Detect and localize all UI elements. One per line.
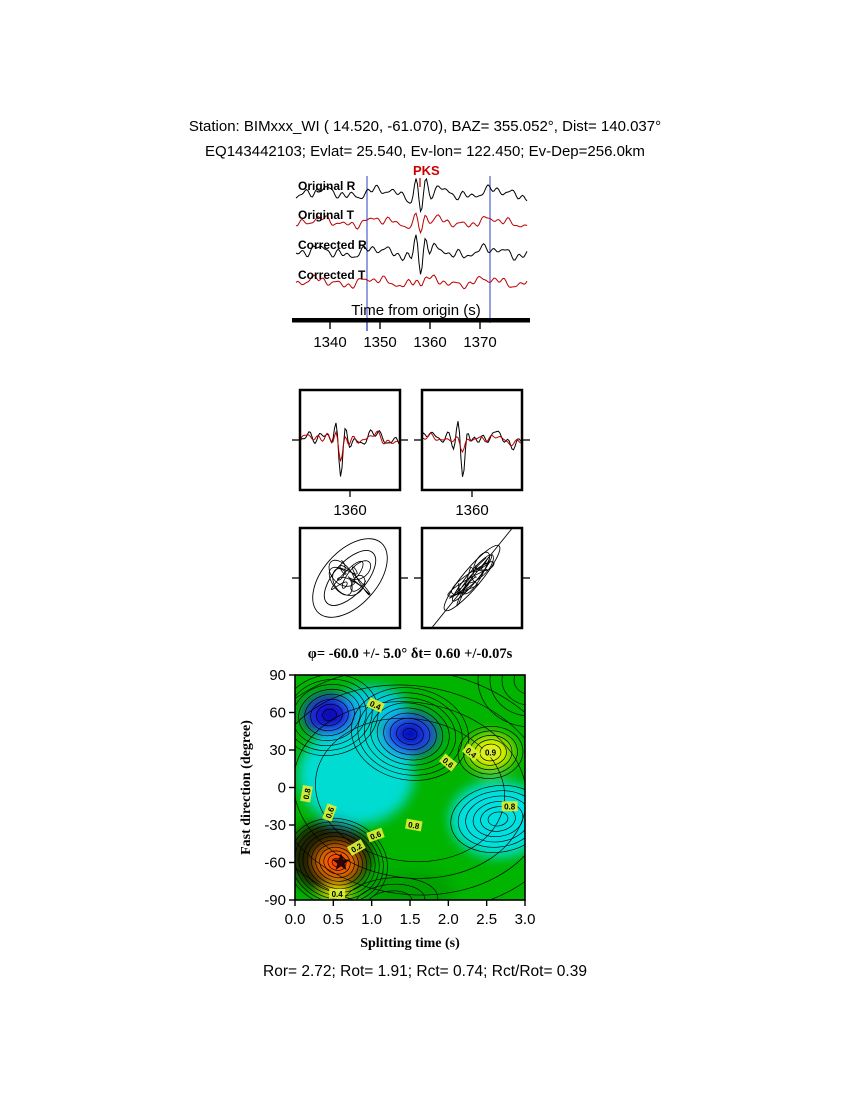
phase-pick-label: PKS: [413, 163, 440, 178]
traces-xaxis-label: Time from origin (s): [351, 302, 480, 319]
traces-xtick-label: 1340: [313, 334, 346, 351]
contour-ytick-label: -60: [264, 855, 286, 872]
svg-text:0.4: 0.4: [368, 699, 382, 712]
best-solution-star: [332, 853, 350, 870]
traces-xtick-label: 1370: [463, 334, 496, 351]
svg-text:0.6: 0.6: [369, 829, 383, 841]
contour-xtick-label: 0.0: [285, 911, 306, 928]
contour-xaxis-label: Splitting time (s): [360, 936, 460, 951]
contour-ytick-label: -30: [264, 817, 286, 834]
contour-label: 0.8: [405, 818, 423, 832]
svg-text:0.4: 0.4: [332, 890, 344, 899]
contour-label: 0.8: [300, 785, 313, 803]
trace-label-0: Original R: [298, 179, 356, 193]
contour-ytick-label: 0: [278, 780, 286, 797]
trace-waveform-1: [295, 212, 528, 235]
contour-ytick-label: 30: [269, 742, 286, 759]
contour-xtick-label: 1.0: [361, 911, 382, 928]
zoom-waveforms-0: [301, 422, 399, 477]
event-subtitle: EQ143442103; Evlat= 25.540, Ev-lon= 122.…: [205, 143, 645, 160]
zoom-xtick-label: 1360: [333, 502, 366, 519]
time-axis-bar: [292, 318, 530, 323]
svg-text:0.8: 0.8: [504, 802, 516, 811]
contour-xtick-label: 0.5: [323, 911, 344, 928]
zoom-and-particle-motion-panels: 1360 1360: [292, 388, 530, 630]
trace-label-2: Corrected R: [298, 238, 367, 252]
contour-label: 0.4: [366, 697, 385, 713]
splitting-result-title: φ= -60.0 +/- 5.0° δt= 0.60 +/-0.07s: [307, 646, 513, 662]
contour-field: 0.80.60.60.80.60.4 0.90.80.40.20.4: [295, 675, 525, 900]
traces-xtick-label: 1360: [413, 334, 446, 351]
contour-xtick-label: 2.0: [438, 911, 459, 928]
contour-lines: [295, 675, 525, 900]
contour-label: 0.6: [322, 803, 337, 822]
waveform-traces-plot: Original R Original T Corrected R Corrected…: [292, 163, 530, 351]
contour-xtick-label: 1.5: [400, 911, 421, 928]
trace-waveform-0: [295, 177, 528, 214]
contour-xtick-label: 3.0: [515, 911, 536, 928]
contour-label: 0.8: [501, 801, 518, 811]
contour-ytick-label: 60: [269, 705, 286, 722]
trace-label-3: Corrected T: [298, 268, 366, 282]
contour-yaxis-label: Fast direction (degree): [239, 720, 254, 855]
contour-ytick-label: 90: [269, 667, 286, 684]
trace-waveform-3: [295, 274, 528, 290]
zoom-xtick-label: 1360: [455, 502, 488, 519]
particle-motion-corrected: [431, 529, 513, 627]
zoom-waveforms-1: [423, 421, 521, 477]
particle-motion-original: [312, 538, 388, 618]
svg-text:0.8: 0.8: [407, 820, 420, 831]
traces-xtick-label: 1350: [363, 334, 396, 351]
contour-label: 0.9: [482, 747, 499, 758]
misfit-contour-plot: 0.80.60.60.80.60.4 0.90.80.40.20.49060300…: [239, 667, 536, 951]
contour-label: 0.6: [366, 827, 385, 843]
contour-label: 0.4: [329, 888, 346, 899]
svg-text:0.6: 0.6: [324, 805, 336, 819]
contour-xtick-label: 2.5: [476, 911, 497, 928]
contour-ytick-label: -90: [264, 892, 286, 909]
svg-text:0.9: 0.9: [485, 749, 497, 758]
station-title: Station: BIMxxx_WI ( 14.520, -61.070), B…: [188, 118, 662, 135]
trace-label-1: Original T: [298, 208, 355, 222]
svg-text:0.8: 0.8: [302, 787, 313, 800]
trace-waveform-2: [295, 234, 528, 275]
energy-ratio-stats: Ror= 2.72; Rot= 1.91; Rct= 0.74; Rct/Rot…: [263, 963, 587, 980]
panel-box-0: [298, 388, 402, 492]
